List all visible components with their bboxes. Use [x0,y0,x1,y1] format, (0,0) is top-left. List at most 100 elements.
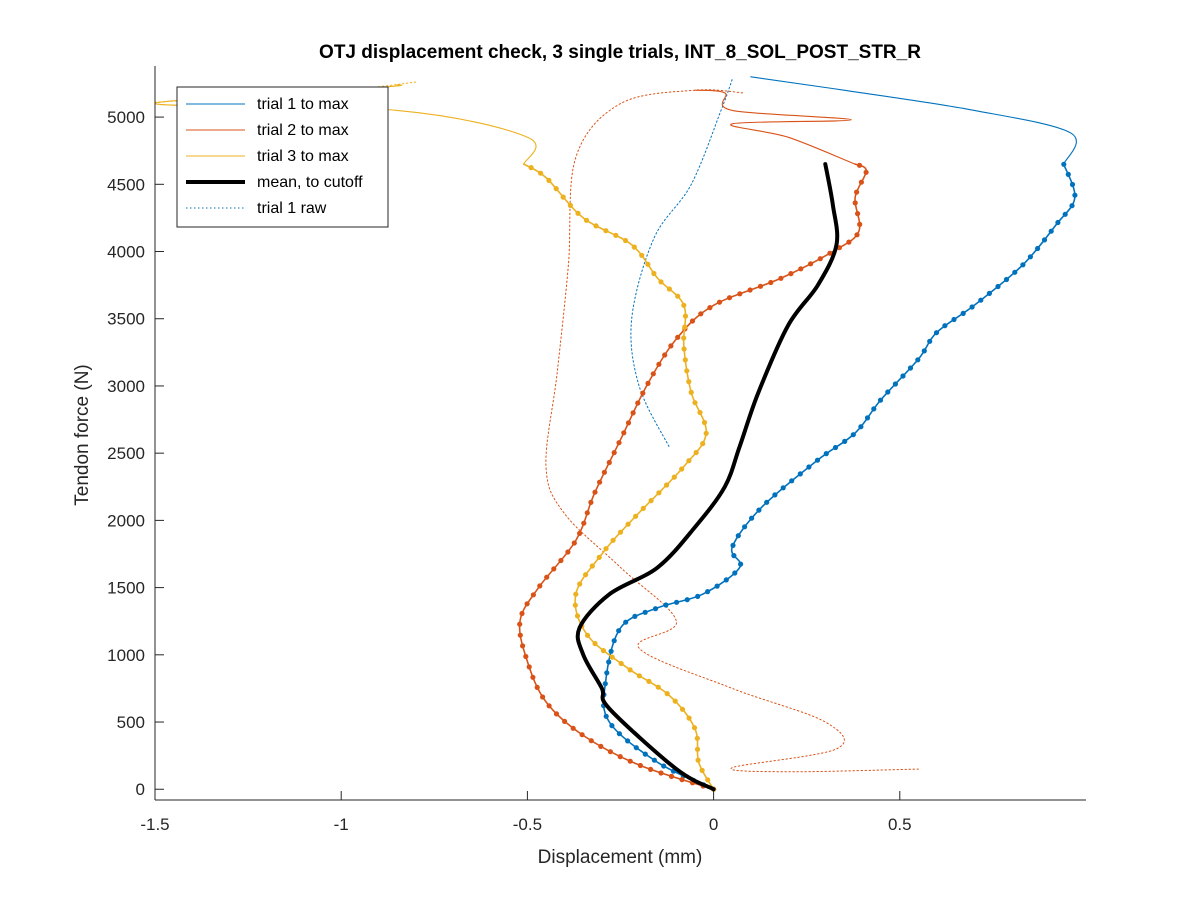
y-tick-label: 4500 [107,175,145,194]
data-point [658,770,664,776]
data-point [877,397,884,403]
data-point [684,597,690,603]
data-point [584,510,590,516]
data-point [668,343,674,349]
data-point [551,566,557,572]
data-point [663,602,669,608]
axes-layer: -1.5 -1 -0.5 0 0.5 0 500 1000 1500 2000 2500 3000 35… [107,66,1086,834]
series-line [750,76,1077,165]
data-point [520,643,526,649]
data-point [832,444,839,451]
data-point [616,440,622,446]
data-point [679,777,685,783]
data-point [850,432,856,438]
x-tick-label: -0.5 [513,815,542,834]
data-point [682,313,689,319]
data-point [558,557,564,564]
data-point [583,572,589,578]
y-tick-label: 2000 [107,511,145,530]
data-point [652,606,659,612]
data-point [633,745,639,751]
data-point [592,640,598,647]
data-point [517,632,523,638]
data-point [625,521,631,527]
data-point [684,368,690,374]
data-point [572,602,578,608]
data-point [798,266,804,272]
series-line [545,89,919,773]
data-point [731,553,737,559]
data-point [540,694,546,700]
data-point [772,492,778,498]
data-point [686,715,692,721]
data-point [526,664,532,670]
data-point [969,304,975,310]
data-point [780,485,786,491]
y-tick-label: 3000 [107,377,145,396]
data-point [534,684,540,691]
data-point [645,380,651,386]
x-tick-label: -1 [334,815,349,834]
data-point [606,659,612,665]
data-point [672,698,678,704]
data-point [738,561,744,567]
data-point [656,490,662,496]
x-tick-label: 0.5 [888,815,912,834]
data-point [622,237,629,244]
data-point [616,628,622,634]
data-point [723,577,729,583]
data-point [1012,269,1018,275]
data-point [607,749,614,755]
data-point [1035,245,1041,252]
data-point [570,725,576,731]
data-point [603,713,609,719]
data-point [639,252,645,258]
data-point [682,324,688,330]
data-point [693,449,699,456]
data-point [1027,254,1033,260]
x-axis-label: Displacement (mm) [538,847,703,868]
data-point [621,430,627,436]
data-point [589,563,595,569]
data-point [756,507,762,513]
chart-title: OTJ displacement check, 3 single trials,… [319,42,921,63]
data-point [814,457,821,463]
data-point [588,499,594,505]
data-point [921,348,927,354]
data-point [613,232,619,238]
data-point [689,318,696,324]
data-point [757,283,764,289]
data-point [1065,171,1071,177]
legend-box [176,86,389,228]
y-axis-label: Tendon force (N) [72,364,93,506]
data-point [523,653,529,660]
legend-item: trial 1 to max [186,96,349,113]
y-tick-label: 0 [136,780,145,799]
data-point [827,250,833,256]
y-tick-label: 500 [117,713,145,732]
series-line [522,163,715,790]
data-point [960,310,966,316]
data-point [627,758,633,764]
data-point [524,601,530,607]
series-line [575,162,840,792]
data-point [797,471,803,477]
y-tick-label: 4000 [107,243,145,262]
data-point [617,754,623,760]
data-point [707,305,713,311]
data-point [846,239,852,245]
data-point [577,530,583,537]
data-point [637,762,644,769]
y-tick-label: 1000 [107,646,145,665]
data-point [609,654,615,660]
data-point [978,297,984,303]
data-point [609,723,615,729]
data-point [658,279,664,285]
data-point [856,162,863,168]
data-point [651,757,658,763]
data-point [528,165,534,171]
data-point [646,678,652,685]
y-tick-label: 2500 [107,444,145,463]
data-point [573,591,579,597]
data-point [681,335,687,341]
